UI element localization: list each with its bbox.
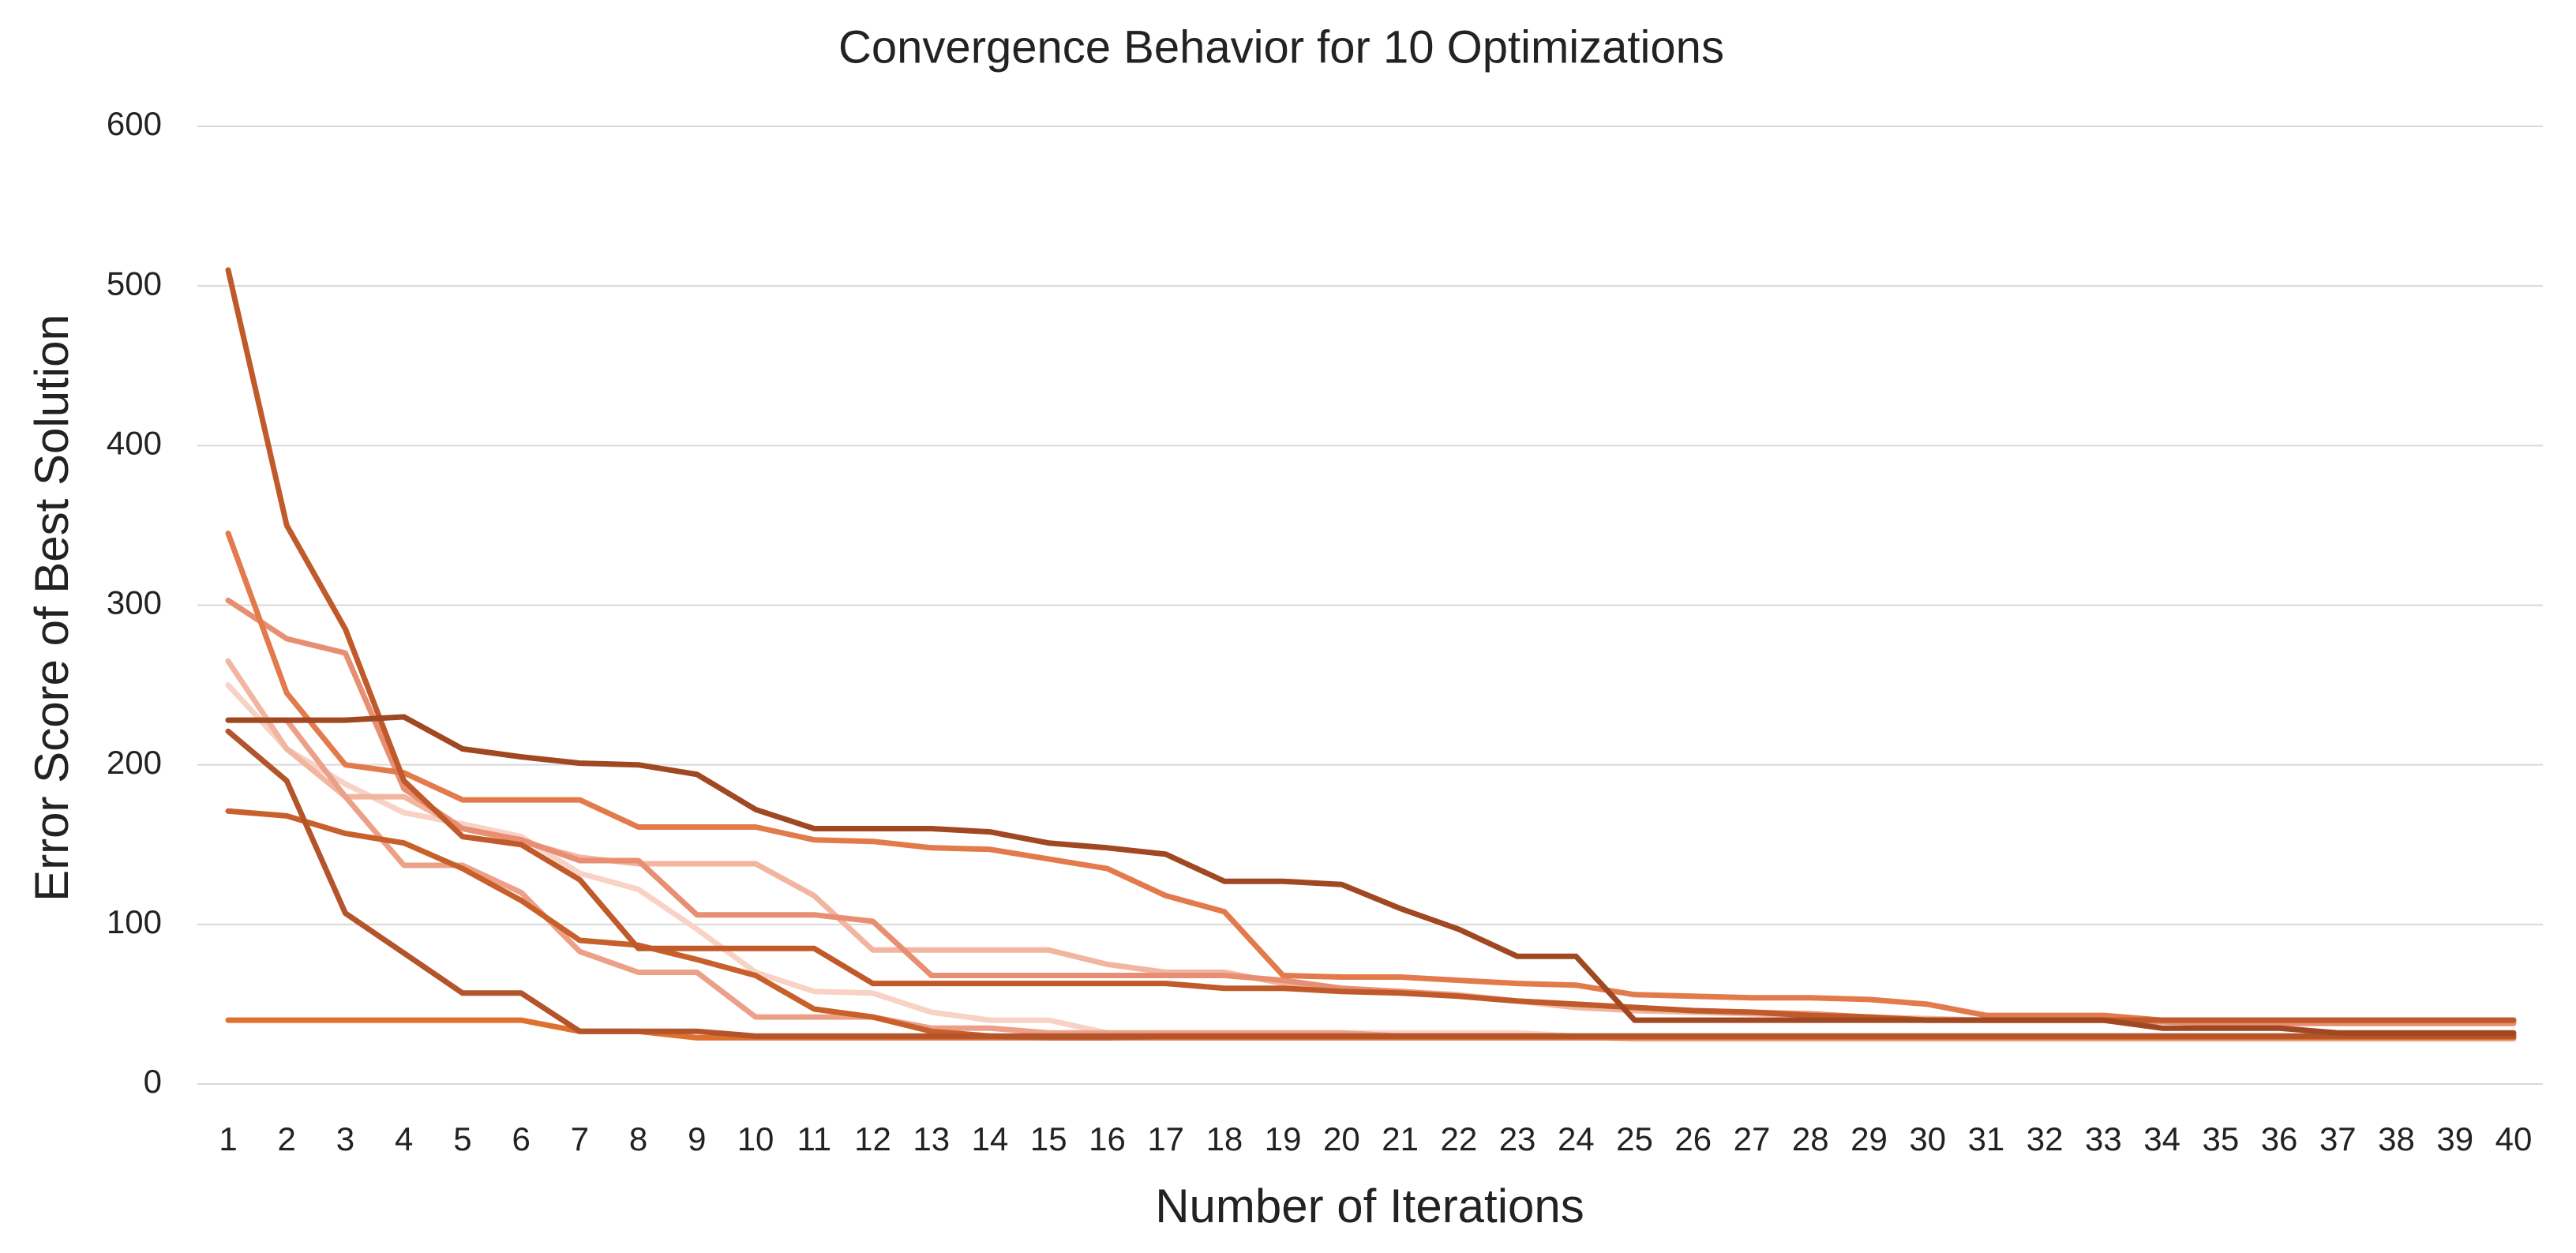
x-tick-label: 28 [1792, 1120, 1829, 1157]
series-line [225, 531, 2517, 1023]
series-line [225, 658, 2517, 1023]
x-tick-label: 21 [1382, 1120, 1419, 1157]
x-tick-label: 18 [1206, 1120, 1243, 1157]
y-tick-label: 100 [107, 903, 162, 940]
x-tick-label: 39 [2436, 1120, 2473, 1157]
x-tick-label: 34 [2143, 1120, 2180, 1157]
x-tick-label: 10 [737, 1120, 774, 1157]
x-axis-title: Number of Iterations [1155, 1180, 1584, 1232]
series-line [225, 267, 2517, 1023]
x-tick-label: 2 [278, 1120, 296, 1157]
series-line [225, 714, 2517, 1036]
x-tick-label: 9 [688, 1120, 706, 1157]
x-tick-label: 30 [1909, 1120, 1946, 1157]
x-tick-label: 13 [913, 1120, 950, 1157]
x-tick-label: 17 [1147, 1120, 1184, 1157]
x-tick-label: 26 [1674, 1120, 1712, 1157]
y-tick-label: 400 [107, 424, 162, 461]
series-line [225, 682, 2517, 1042]
x-tick-label: 14 [972, 1120, 1009, 1157]
y-axis-title: Error Score of Best Solution [25, 314, 78, 902]
x-tick-label: 11 [797, 1120, 832, 1157]
x-tick-label: 33 [2085, 1120, 2122, 1157]
series-line [225, 728, 2517, 1039]
x-tick-label: 5 [453, 1120, 471, 1157]
x-tick-label: 8 [629, 1120, 647, 1157]
series-line [225, 597, 2517, 1026]
x-tick-label: 36 [2261, 1120, 2298, 1157]
x-tick-label: 16 [1089, 1120, 1126, 1157]
x-tick-label: 31 [1968, 1120, 2005, 1157]
x-tick-label: 19 [1265, 1120, 1302, 1157]
x-tick-label: 3 [336, 1120, 354, 1157]
x-tick-label: 20 [1323, 1120, 1360, 1157]
x-tick-label: 7 [571, 1120, 589, 1157]
x-tick-label: 22 [1440, 1120, 1477, 1157]
x-tick-label: 1 [219, 1120, 237, 1157]
y-tick-label: 500 [107, 264, 162, 302]
x-tick-label: 4 [395, 1120, 413, 1157]
x-tick-label: 12 [854, 1120, 891, 1157]
chart-title: Convergence Behavior for 10 Optimization… [838, 21, 1724, 73]
x-tick-label: 27 [1734, 1120, 1771, 1157]
x-tick-label: 15 [1030, 1120, 1067, 1157]
x-tick-label: 23 [1499, 1120, 1536, 1157]
x-tick-label: 29 [1850, 1120, 1888, 1157]
y-tick-label: 200 [107, 744, 162, 781]
y-tick-label: 600 [107, 105, 162, 142]
x-tick-label: 6 [512, 1120, 530, 1157]
x-tick-label: 25 [1616, 1120, 1653, 1157]
x-tick-label: 35 [2202, 1120, 2239, 1157]
x-tick-label: 40 [2495, 1120, 2533, 1157]
x-tick-label: 38 [2378, 1120, 2415, 1157]
y-tick-label: 0 [144, 1063, 162, 1100]
x-tick-label: 24 [1558, 1120, 1595, 1157]
x-tick-label: 37 [2319, 1120, 2357, 1157]
y-tick-label: 300 [107, 584, 162, 621]
x-tick-label: 32 [2027, 1120, 2064, 1157]
